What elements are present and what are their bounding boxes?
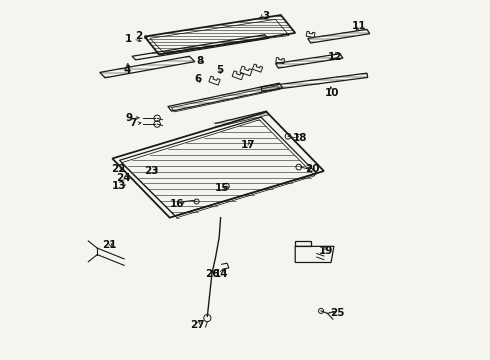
Text: 18: 18: [293, 133, 308, 143]
Text: 3: 3: [262, 11, 270, 21]
Text: 5: 5: [216, 64, 223, 75]
Text: 9: 9: [126, 113, 133, 123]
Text: 23: 23: [145, 166, 159, 176]
Text: 7: 7: [129, 118, 137, 128]
Text: 25: 25: [330, 308, 345, 318]
Text: 17: 17: [241, 140, 255, 150]
Text: 1: 1: [125, 34, 132, 44]
Text: 15: 15: [215, 183, 229, 193]
Text: 12: 12: [328, 52, 343, 62]
Text: 24: 24: [117, 173, 131, 183]
Text: 27: 27: [190, 320, 205, 330]
Text: 26: 26: [205, 269, 219, 279]
Text: 11: 11: [352, 21, 367, 31]
Text: 19: 19: [319, 246, 333, 256]
Text: 13: 13: [112, 181, 126, 191]
Text: 2: 2: [136, 31, 143, 41]
Text: 21: 21: [102, 240, 117, 250]
Text: 4: 4: [123, 64, 131, 75]
Text: 20: 20: [305, 164, 319, 174]
Text: 8: 8: [196, 56, 204, 66]
Text: 10: 10: [324, 88, 339, 98]
Text: 16: 16: [170, 199, 184, 210]
Text: 14: 14: [214, 269, 228, 279]
Text: 22: 22: [112, 164, 126, 174]
Text: 6: 6: [194, 73, 201, 84]
